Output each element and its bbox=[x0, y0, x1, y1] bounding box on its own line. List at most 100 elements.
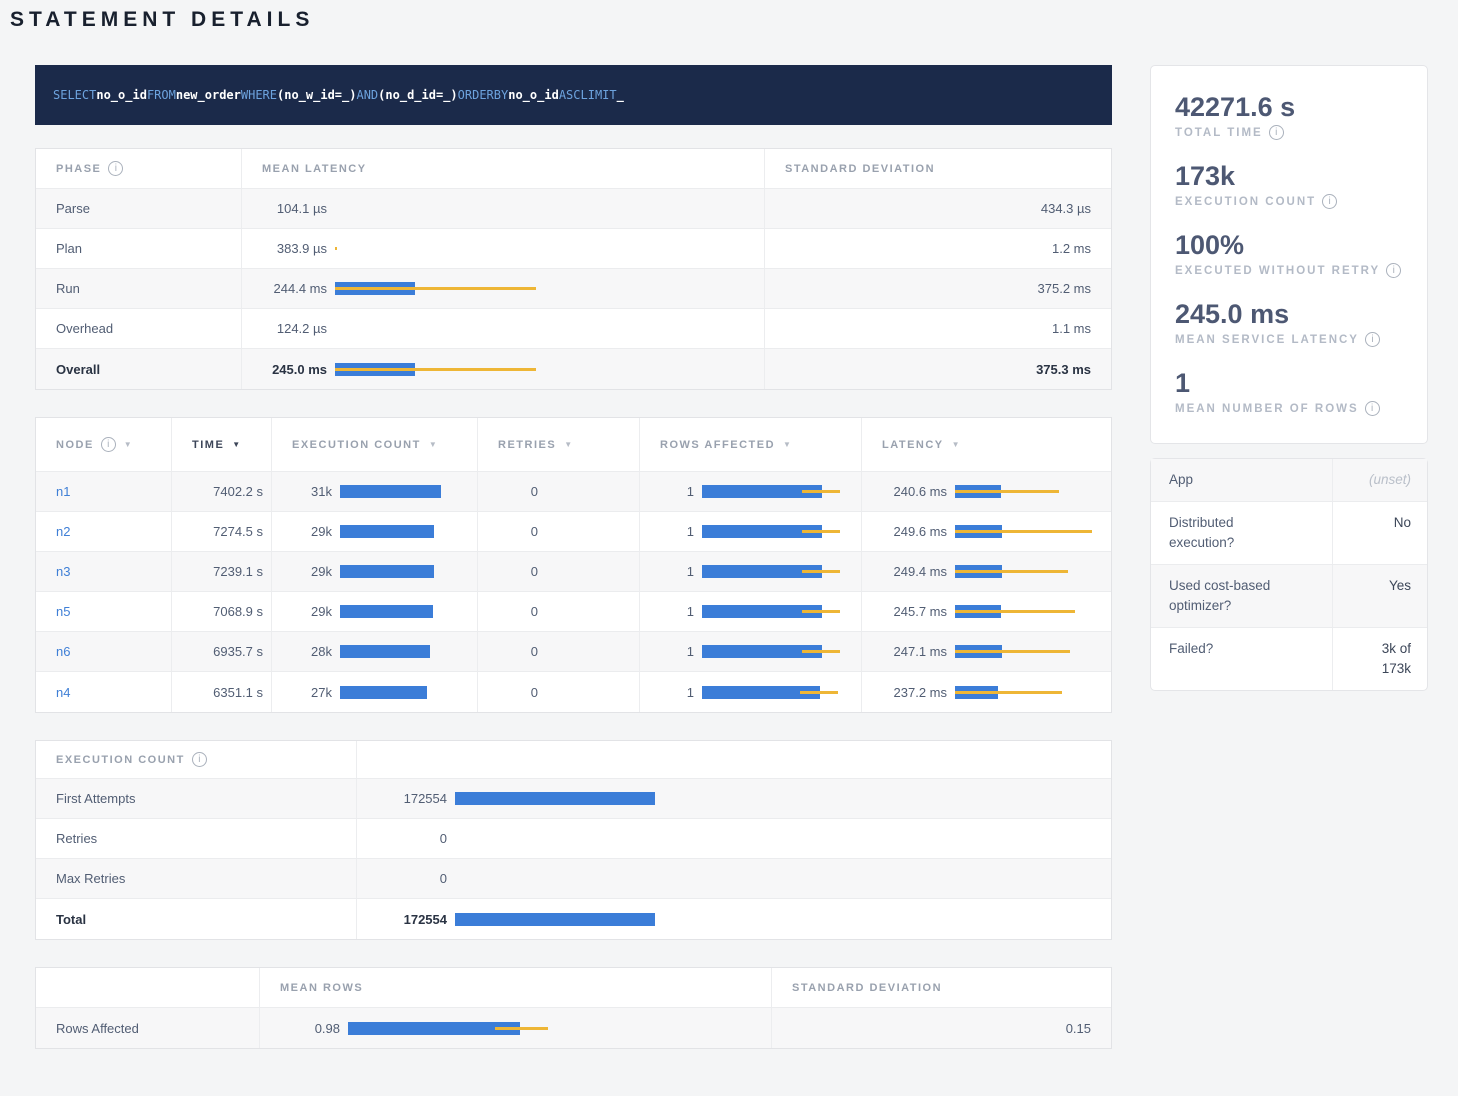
stat-bar bbox=[340, 605, 450, 618]
info-icon[interactable]: i bbox=[1322, 194, 1338, 209]
retries-cell: 0 bbox=[477, 472, 639, 511]
standard-deviation-value: 1.1 ms bbox=[1051, 321, 1091, 336]
rows-affected-cell: 1 bbox=[639, 632, 861, 671]
bar-yellow bbox=[955, 610, 1075, 613]
column-header-rows-affected[interactable]: ROWS AFFECTED ▼ bbox=[639, 418, 861, 471]
column-header-standard-deviation: STANDARD DEVIATION bbox=[771, 968, 1111, 1007]
info-icon[interactable]: i bbox=[1386, 263, 1402, 278]
node-link[interactable]: n1 bbox=[56, 484, 71, 499]
table-row: Rows Affected 0.98 0.15 bbox=[36, 1008, 1111, 1048]
sql-identifier: (no_w_id bbox=[277, 88, 335, 102]
column-header-execution-count[interactable]: EXECUTION COUNT ▼ bbox=[271, 418, 477, 471]
stat-bar bbox=[702, 525, 847, 538]
mean-latency-value: 104.1 µs bbox=[276, 201, 327, 216]
stat-bar bbox=[348, 1021, 553, 1035]
node-cell: n4 bbox=[36, 672, 171, 712]
sort-arrow-icon: ▼ bbox=[232, 440, 241, 449]
phase-latency-table: PHASE i MEAN LATENCY STANDARD DEVIATION Pars… bbox=[35, 148, 1112, 390]
table-row: Max Retries 0 bbox=[36, 859, 1111, 899]
table-row: Overhead 124.2 µs 1.1 ms bbox=[36, 309, 1111, 349]
header-label: LATENCY bbox=[882, 438, 944, 451]
bar-blue bbox=[702, 605, 822, 618]
bar-yellow bbox=[495, 1026, 548, 1030]
time-value: 6351.1 s bbox=[213, 684, 263, 700]
page-title: STATEMENT DETAILS bbox=[10, 8, 315, 31]
bar-blue bbox=[702, 485, 822, 498]
stat-label: MEAN NUMBER OF ROWS i bbox=[1175, 401, 1403, 416]
app-detail-label: Distributed execution? bbox=[1151, 502, 1333, 564]
stat-bar bbox=[702, 605, 847, 618]
rows-affected-cell: 1 bbox=[639, 672, 861, 712]
column-header-node[interactable]: NODE i ▼ bbox=[36, 418, 171, 471]
time-cell: 7274.5 s bbox=[171, 512, 271, 551]
rows-affected-value: 1 bbox=[686, 604, 694, 619]
mean-latency-cell: 383.9 µs bbox=[241, 229, 764, 268]
stat-label: MEAN SERVICE LATENCY i bbox=[1175, 332, 1403, 347]
info-icon[interactable]: i bbox=[1268, 125, 1284, 140]
rows-affected-value: 1 bbox=[686, 524, 694, 539]
summary-stat: 245.0 ms MEAN SERVICE LATENCY i bbox=[1175, 299, 1403, 347]
info-icon[interactable]: i bbox=[191, 752, 207, 767]
node-link[interactable]: n6 bbox=[56, 644, 71, 659]
time-cell: 7068.9 s bbox=[171, 592, 271, 631]
stat-bar bbox=[702, 645, 847, 658]
stat-value: 42271.6 s bbox=[1175, 92, 1296, 122]
latency-cell: 249.6 ms bbox=[861, 512, 1111, 551]
column-header-execution-count: EXECUTION COUNT i bbox=[36, 741, 356, 778]
bar-blue bbox=[340, 525, 434, 538]
sql-keyword: SELECT bbox=[53, 88, 97, 102]
table-row: PHASE i MEAN LATENCY STANDARD DEVIATION bbox=[36, 149, 1111, 189]
stat-label-text: EXECUTION COUNT bbox=[1175, 195, 1317, 208]
rows-affected-value: 1 bbox=[686, 564, 694, 579]
retries-cell: 0 bbox=[477, 592, 639, 631]
execution-count-table: EXECUTION COUNT i First Attempts 172554 Retr… bbox=[35, 740, 1112, 940]
stat-bar bbox=[702, 485, 847, 498]
bar-blue bbox=[340, 685, 427, 699]
stat-bar bbox=[335, 362, 540, 376]
time-value: 6935.7 s bbox=[213, 644, 263, 659]
info-icon[interactable]: i bbox=[100, 437, 116, 452]
stat-bar bbox=[455, 792, 660, 805]
time-value: 7239.1 s bbox=[213, 564, 263, 579]
execution-count-cell: 28k bbox=[271, 632, 477, 671]
column-header-retries[interactable]: RETRIES ▼ bbox=[477, 418, 639, 471]
bar-yellow bbox=[335, 367, 536, 371]
summary-stat: 100% EXECUTED WITHOUT RETRY i bbox=[1175, 230, 1403, 278]
stat-bar bbox=[955, 645, 1100, 658]
node-link[interactable]: n3 bbox=[56, 564, 71, 579]
time-value: 7068.9 s bbox=[213, 604, 263, 619]
node-link[interactable]: n2 bbox=[56, 524, 71, 539]
standard-deviation-value: 375.3 ms bbox=[1036, 361, 1091, 377]
execution-count-cell: 29k bbox=[271, 552, 477, 591]
column-header-latency[interactable]: LATENCY ▼ bbox=[861, 418, 1111, 471]
info-icon[interactable]: i bbox=[108, 161, 124, 176]
standard-deviation-value: 375.2 ms bbox=[1037, 281, 1091, 296]
node-link[interactable]: n5 bbox=[56, 604, 71, 619]
node-link[interactable]: n4 bbox=[56, 684, 71, 700]
retries-value: 0 bbox=[530, 524, 538, 539]
standard-deviation-cell: 375.3 ms bbox=[764, 349, 1111, 389]
info-icon[interactable]: i bbox=[1364, 332, 1380, 347]
phase-label-cell: Run bbox=[36, 269, 241, 308]
stat-value: 245.0 ms bbox=[1175, 299, 1290, 329]
standard-deviation-cell: 375.2 ms bbox=[764, 269, 1111, 308]
mean-rows-cell: 0.98 bbox=[259, 1008, 771, 1048]
sql-keyword: BY bbox=[493, 88, 509, 102]
stat-label: TOTAL TIME i bbox=[1175, 125, 1403, 140]
column-header-standard-deviation: STANDARD DEVIATION bbox=[764, 149, 1111, 188]
main-column: SELECT no_o_id FROM new_order WHERE (no_… bbox=[35, 65, 1112, 1076]
node-stats-table: NODE i ▼ TIME ▼ EXECUTION COUNT ▼ RETRIES ▼ ROWS … bbox=[35, 417, 1112, 713]
mean-rows-value: 0.98 bbox=[314, 1020, 340, 1036]
sql-identifier: no_o_id bbox=[96, 88, 147, 102]
stat-label: EXECUTION COUNT i bbox=[1175, 194, 1403, 209]
stat-bar bbox=[340, 685, 450, 699]
sort-arrow-icon: ▼ bbox=[783, 440, 791, 449]
row-label: Max Retries bbox=[56, 871, 126, 886]
content-area: SELECT no_o_id FROM new_order WHERE (no_… bbox=[35, 65, 1428, 1076]
count-value: 172554 bbox=[403, 911, 447, 927]
column-header-time[interactable]: TIME ▼ bbox=[171, 418, 271, 471]
node-cell: n3 bbox=[36, 552, 171, 591]
info-icon[interactable]: i bbox=[1364, 401, 1380, 416]
latency-cell: 237.2 ms bbox=[861, 672, 1111, 712]
